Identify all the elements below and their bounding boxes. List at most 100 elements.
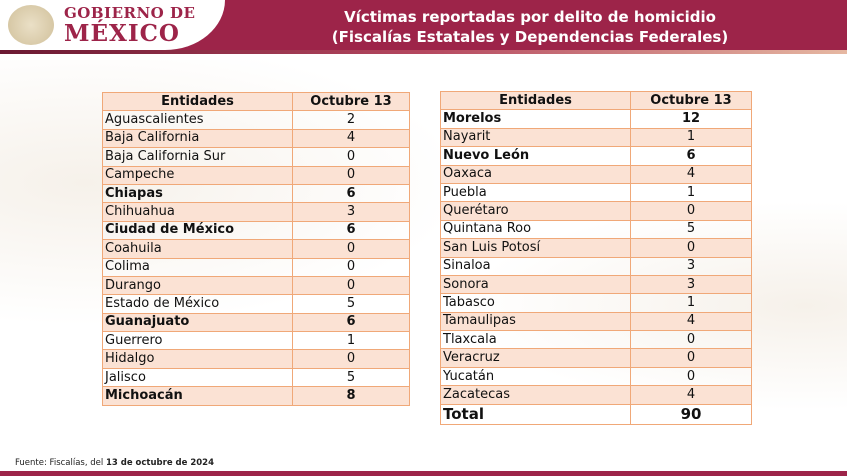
state-name: Sinaloa (440, 256, 631, 276)
victim-count: 5 (630, 219, 752, 240)
table-row: Tlaxcala 0 (440, 330, 752, 350)
title-line1: Víctimas reportadas por delito de homici… (344, 8, 716, 26)
table-row: Baja California 4 (102, 128, 410, 149)
logo-line2: MÉXICO (64, 20, 180, 47)
victim-count: 8 (292, 386, 410, 406)
column-header-date: Octubre 13 (292, 91, 410, 112)
state-name: Baja California Sur (102, 147, 293, 167)
state-name: Nayarit (440, 127, 631, 148)
table-row: Morelos 12 (440, 109, 752, 129)
total-value: 90 (630, 403, 752, 425)
source-prefix: Fuente: Fiscalías, del (15, 458, 106, 468)
victim-count: 4 (630, 311, 752, 332)
state-name: Guanajuato (102, 312, 293, 333)
table-row: Nayarit 1 (440, 127, 752, 148)
table-row: Oaxaca 4 (440, 164, 752, 184)
national-seal-icon (8, 5, 54, 45)
table-row: Tabasco 1 (440, 293, 752, 313)
footer-bar (0, 471, 847, 476)
victim-count: 0 (292, 165, 410, 185)
state-name: Hidalgo (102, 349, 293, 369)
table-row: Chiapas 6 (102, 183, 410, 204)
table-row: Guerrero 1 (102, 331, 410, 351)
page-title: Víctimas reportadas por delito de homici… (250, 7, 810, 47)
table-row: Veracruz 0 (440, 348, 752, 368)
state-name: Tlaxcala (440, 330, 631, 350)
victim-count: 6 (630, 146, 752, 166)
table-row: Querétaro 0 (440, 201, 752, 221)
victim-count: 4 (630, 385, 752, 405)
state-name: Puebla (440, 182, 631, 203)
victim-count: 3 (630, 256, 752, 276)
state-name: Durango (102, 275, 293, 296)
state-name: Baja California (102, 128, 293, 149)
victim-count: 6 (292, 220, 410, 241)
states-table-right: Entidades Octubre 13 Morelos 12 Nayarit 1 Nu… (440, 90, 752, 425)
victim-count: 2 (292, 110, 410, 130)
state-name: Estado de México (102, 294, 293, 314)
victim-count: 4 (630, 164, 752, 184)
table-row: Guanajuato 6 (102, 312, 410, 333)
table-row: San Luis Potosí 0 (440, 238, 752, 258)
victim-count: 1 (630, 127, 752, 148)
state-name: Tabasco (440, 293, 631, 313)
victim-count: 1 (292, 331, 410, 351)
victim-count: 5 (292, 367, 410, 388)
government-logo: GOBIERNO DE MÉXICO (64, 6, 195, 47)
victim-count: 5 (292, 294, 410, 314)
state-name: Quintana Roo (440, 219, 631, 240)
state-name: Veracruz (440, 348, 631, 368)
state-name: Campeche (102, 165, 293, 185)
title-line2: (Fiscalías Estatales y Dependencias Fede… (331, 28, 729, 46)
header-strip (0, 50, 847, 54)
victim-count: 1 (630, 182, 752, 203)
state-name: Coahuila (102, 239, 293, 259)
victim-count: 0 (630, 238, 752, 258)
table-row: Coahuila 0 (102, 239, 410, 259)
source-date: 13 de octubre de 2024 (105, 458, 215, 468)
table-row: Sonora 3 (440, 274, 752, 295)
victim-count: 0 (292, 275, 410, 296)
state-name: Colima (102, 257, 293, 277)
table-row: Baja California Sur 0 (102, 147, 410, 167)
victim-count: 0 (292, 257, 410, 277)
state-name: Chiapas (102, 183, 293, 204)
state-name: Sonora (440, 274, 631, 295)
table-row: Chihuahua 3 (102, 202, 410, 222)
victim-count: 6 (292, 183, 410, 204)
state-name: Michoacán (102, 386, 293, 406)
state-name: Guerrero (102, 331, 293, 351)
victim-count: 3 (292, 202, 410, 222)
state-name: Oaxaca (440, 164, 631, 184)
victim-count: 4 (292, 128, 410, 149)
victim-count: 0 (292, 239, 410, 259)
state-name: Jalisco (102, 367, 293, 388)
table-row: Zacatecas 4 (440, 385, 752, 405)
state-name: San Luis Potosí (440, 238, 631, 258)
victim-count: 0 (630, 201, 752, 221)
total-label: Total (440, 403, 631, 425)
state-name: Morelos (440, 109, 631, 129)
table-row: Michoacán 8 (102, 386, 410, 406)
table-row: Campeche 0 (102, 165, 410, 185)
victim-count: 0 (292, 147, 410, 167)
table-row: Quintana Roo 5 (440, 219, 752, 240)
table-row: Tamaulipas 4 (440, 311, 752, 332)
states-table-left: Entidades Octubre 13 Aguascalientes 2 Baja… (102, 91, 410, 406)
state-name: Aguascalientes (102, 110, 293, 130)
table-row: Estado de México 5 (102, 294, 410, 314)
table-row: Hidalgo 0 (102, 349, 410, 369)
table-row: Colima 0 (102, 257, 410, 277)
column-header-date: Octubre 13 (630, 90, 752, 111)
state-name: Chihuahua (102, 202, 293, 222)
state-name: Yucatán (440, 366, 631, 387)
victim-count: 0 (630, 366, 752, 387)
table-row: Durango 0 (102, 275, 410, 296)
table-row: Jalisco 5 (102, 367, 410, 388)
victim-count: 6 (292, 312, 410, 333)
table-row: Aguascalientes 2 (102, 110, 410, 130)
victim-count: 1 (630, 293, 752, 313)
column-header-entidades: Entidades (440, 90, 631, 111)
state-name: Querétaro (440, 201, 631, 221)
state-name: Zacatecas (440, 385, 631, 405)
